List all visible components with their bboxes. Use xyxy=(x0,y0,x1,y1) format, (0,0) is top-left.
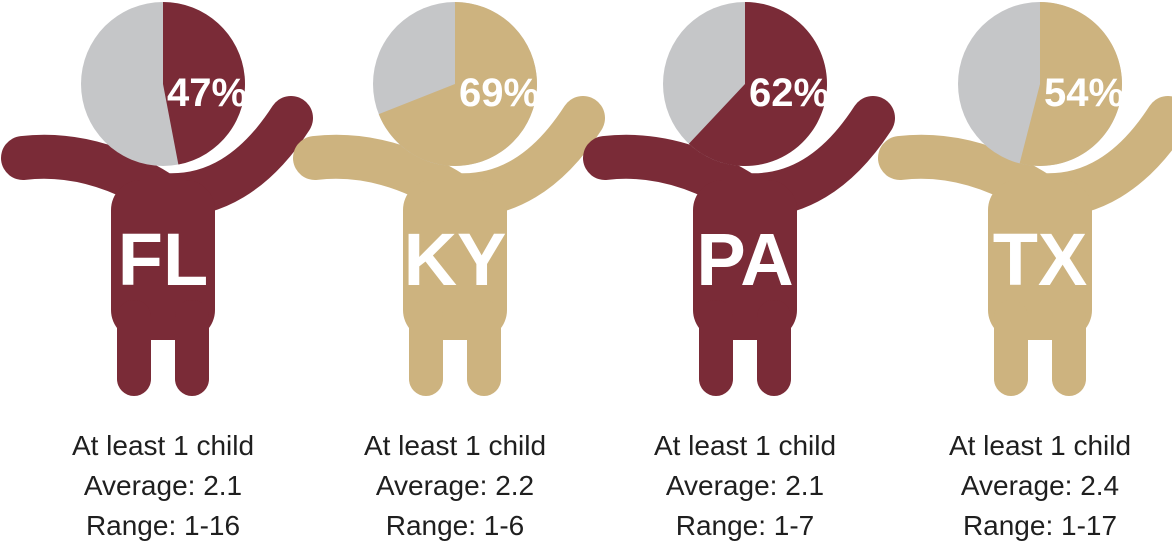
pie-slice xyxy=(163,2,245,165)
torso xyxy=(693,180,797,340)
caption-line: Range: 1-16 xyxy=(86,510,240,541)
caption-line: Range: 1-7 xyxy=(676,510,815,541)
percent-label: 47% xyxy=(167,71,247,115)
state-label: PA xyxy=(696,218,793,301)
leg xyxy=(757,300,791,396)
pie-slice xyxy=(1019,2,1122,167)
caption-line: Average: 2.4 xyxy=(961,470,1119,501)
caption-line: At least 1 child xyxy=(364,430,546,461)
state-label: FL xyxy=(118,218,208,301)
percent-label: 69% xyxy=(459,71,539,115)
leg xyxy=(1052,300,1086,396)
state-label: TX xyxy=(993,218,1088,301)
pie-slice xyxy=(378,2,537,166)
leg xyxy=(699,300,733,396)
leg xyxy=(409,300,443,396)
torso xyxy=(403,180,507,340)
caption-line: Average: 2.2 xyxy=(376,470,534,501)
pie-slice xyxy=(688,2,827,166)
caption-line: At least 1 child xyxy=(949,430,1131,461)
caption-line: At least 1 child xyxy=(654,430,836,461)
leg xyxy=(467,300,501,396)
caption-line: Range: 1-17 xyxy=(963,510,1117,541)
caption-line: At least 1 child xyxy=(72,430,254,461)
leg xyxy=(994,300,1028,396)
torso xyxy=(988,180,1092,340)
percent-label: 54% xyxy=(1044,71,1124,115)
state-label: KY xyxy=(404,218,507,301)
torso xyxy=(111,180,215,340)
leg xyxy=(175,300,209,396)
caption-line: Average: 2.1 xyxy=(84,470,242,501)
leg xyxy=(117,300,151,396)
caption-line: Range: 1-6 xyxy=(386,510,525,541)
caption-line: Average: 2.1 xyxy=(666,470,824,501)
percent-label: 62% xyxy=(749,71,829,115)
